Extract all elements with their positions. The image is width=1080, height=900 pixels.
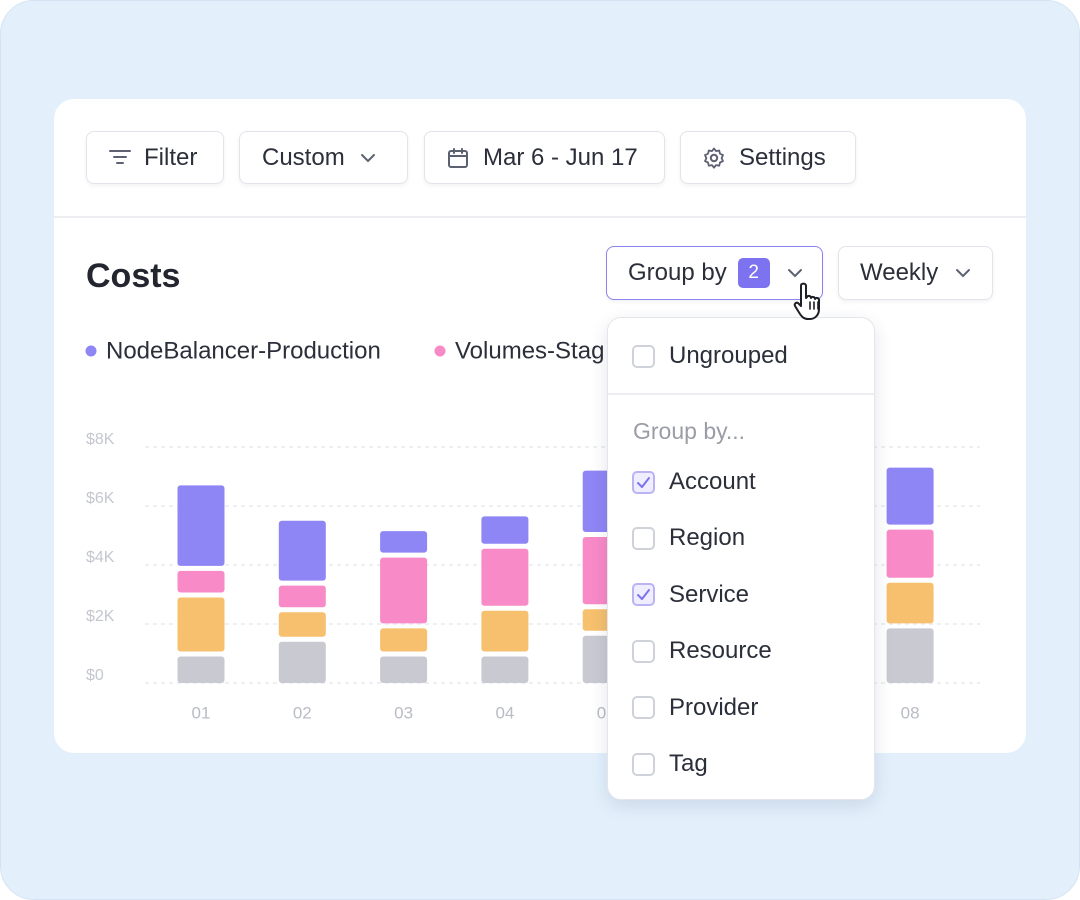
- group-option[interactable]: Service: [632, 580, 749, 610]
- filter-button[interactable]: Filter: [86, 131, 224, 184]
- period-dropdown[interactable]: Weekly: [838, 246, 993, 300]
- chevron-icon: [360, 153, 375, 162]
- range-label: Custom: [262, 143, 345, 171]
- chevron-icon: [787, 269, 802, 278]
- filter-icon: [109, 149, 131, 164]
- bar-segment: [481, 516, 529, 544]
- filter-label: Filter: [144, 143, 198, 171]
- hand-cursor: [793, 282, 820, 320]
- group-option[interactable]: Tag: [632, 749, 708, 779]
- option-label: Provider: [669, 693, 759, 721]
- x-tick-label: 02: [293, 703, 312, 722]
- bar-segment: [380, 656, 428, 683]
- checkbox[interactable]: [632, 526, 655, 550]
- bar-segment: [177, 656, 225, 683]
- bar-segment: [278, 520, 326, 581]
- date-range-button[interactable]: Mar 6 - Jun 17: [424, 131, 665, 184]
- group-option[interactable]: Region: [632, 523, 745, 553]
- bar-segment: [380, 628, 428, 652]
- bar-segment: [886, 467, 934, 525]
- settings-label: Settings: [739, 143, 826, 171]
- x-tick-label: 03: [394, 703, 413, 722]
- x-tick-label: 08: [901, 703, 920, 722]
- bar-segment: [278, 585, 326, 608]
- period-label: Weekly: [860, 259, 939, 286]
- bar-segment: [886, 529, 934, 578]
- checkbox[interactable]: [632, 696, 655, 720]
- menu-heading: Group by...: [633, 418, 746, 444]
- option-label: Region: [669, 524, 746, 552]
- legend-label: NodeBalancer-Production: [106, 337, 381, 364]
- checkbox[interactable]: [632, 639, 655, 663]
- checkbox[interactable]: [632, 752, 655, 776]
- y-tick-label: $6K: [86, 490, 115, 507]
- checkbox[interactable]: [632, 344, 655, 368]
- date-range-label: Mar 6 - Jun 17: [483, 143, 638, 171]
- calendar-icon: [448, 147, 468, 168]
- group-option[interactable]: Provider: [632, 693, 758, 723]
- option-label: Resource: [669, 637, 772, 665]
- divider: [54, 216, 1026, 218]
- chart-title: Costs: [86, 257, 180, 295]
- range-dropdown[interactable]: Custom: [239, 131, 408, 184]
- x-tick-label: 04: [495, 703, 514, 722]
- group-count-badge: 2: [737, 258, 770, 288]
- menu-divider: [608, 393, 874, 395]
- y-tick-label: $8K: [86, 431, 115, 448]
- checkbox[interactable]: [632, 583, 655, 607]
- legend-marker: [85, 345, 97, 357]
- option-label: Ungrouped: [669, 342, 788, 369]
- bar-segment: [278, 612, 326, 637]
- gear-icon: [704, 147, 724, 169]
- bar-segment: [177, 597, 225, 652]
- bar-segment: [177, 485, 225, 566]
- checkbox[interactable]: [632, 470, 655, 494]
- bar-segment: [481, 548, 529, 606]
- check-icon: [637, 476, 650, 488]
- chevron-icon: [956, 269, 971, 278]
- group-by-label: Group by: [628, 259, 727, 286]
- y-tick-label: $4K: [86, 549, 115, 566]
- group-by-menu: Ungrouped Group by... Account Region Servi…: [607, 317, 875, 800]
- ungrouped-option[interactable]: Ungrouped: [632, 341, 788, 371]
- group-option[interactable]: Account: [632, 467, 756, 497]
- bar-segment: [177, 570, 225, 593]
- option-label: Service: [669, 580, 750, 608]
- y-tick-label: $2K: [86, 608, 115, 625]
- bar-segment: [380, 557, 428, 624]
- legend-label: Volumes-Stag: [455, 337, 604, 364]
- bar-segment: [278, 641, 326, 683]
- y-tick-label: $0: [86, 667, 104, 684]
- group-by-button[interactable]: Group by 2: [606, 246, 823, 300]
- legend-marker: [434, 345, 446, 357]
- check-icon: [637, 589, 650, 601]
- bar-segment: [886, 628, 934, 683]
- bar-segment: [380, 531, 428, 553]
- bar-segment: [481, 656, 529, 683]
- bar-segment: [481, 610, 529, 652]
- settings-button[interactable]: Settings: [680, 131, 856, 184]
- group-option[interactable]: Resource: [632, 636, 772, 666]
- option-label: Tag: [669, 750, 708, 777]
- option-label: Account: [669, 468, 756, 495]
- bar-segment: [886, 582, 934, 624]
- x-tick-label: 01: [192, 703, 211, 722]
